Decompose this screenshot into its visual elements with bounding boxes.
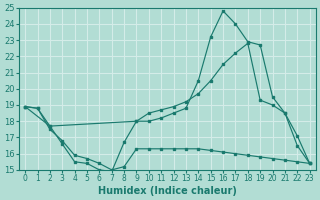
X-axis label: Humidex (Indice chaleur): Humidex (Indice chaleur) bbox=[98, 186, 237, 196]
